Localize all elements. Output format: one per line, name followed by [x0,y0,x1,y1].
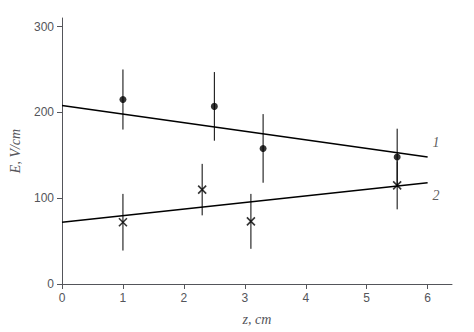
svg-text:1: 1 [120,291,127,305]
svg-text:0: 0 [59,291,66,305]
svg-text:0: 0 [47,277,54,291]
svg-text:E, V/cm: E, V/cm [8,129,23,174]
svg-text:2: 2 [433,188,440,203]
svg-text:300: 300 [34,20,54,34]
svg-text:1: 1 [433,135,440,150]
svg-text:100: 100 [34,191,54,205]
svg-text:2: 2 [181,291,188,305]
svg-text:200: 200 [34,105,54,119]
svg-text:3: 3 [241,291,248,305]
svg-text:4: 4 [302,291,309,305]
svg-text:z, cm: z, cm [242,312,272,327]
svg-text:6: 6 [424,291,431,305]
svg-text:5: 5 [363,291,370,305]
